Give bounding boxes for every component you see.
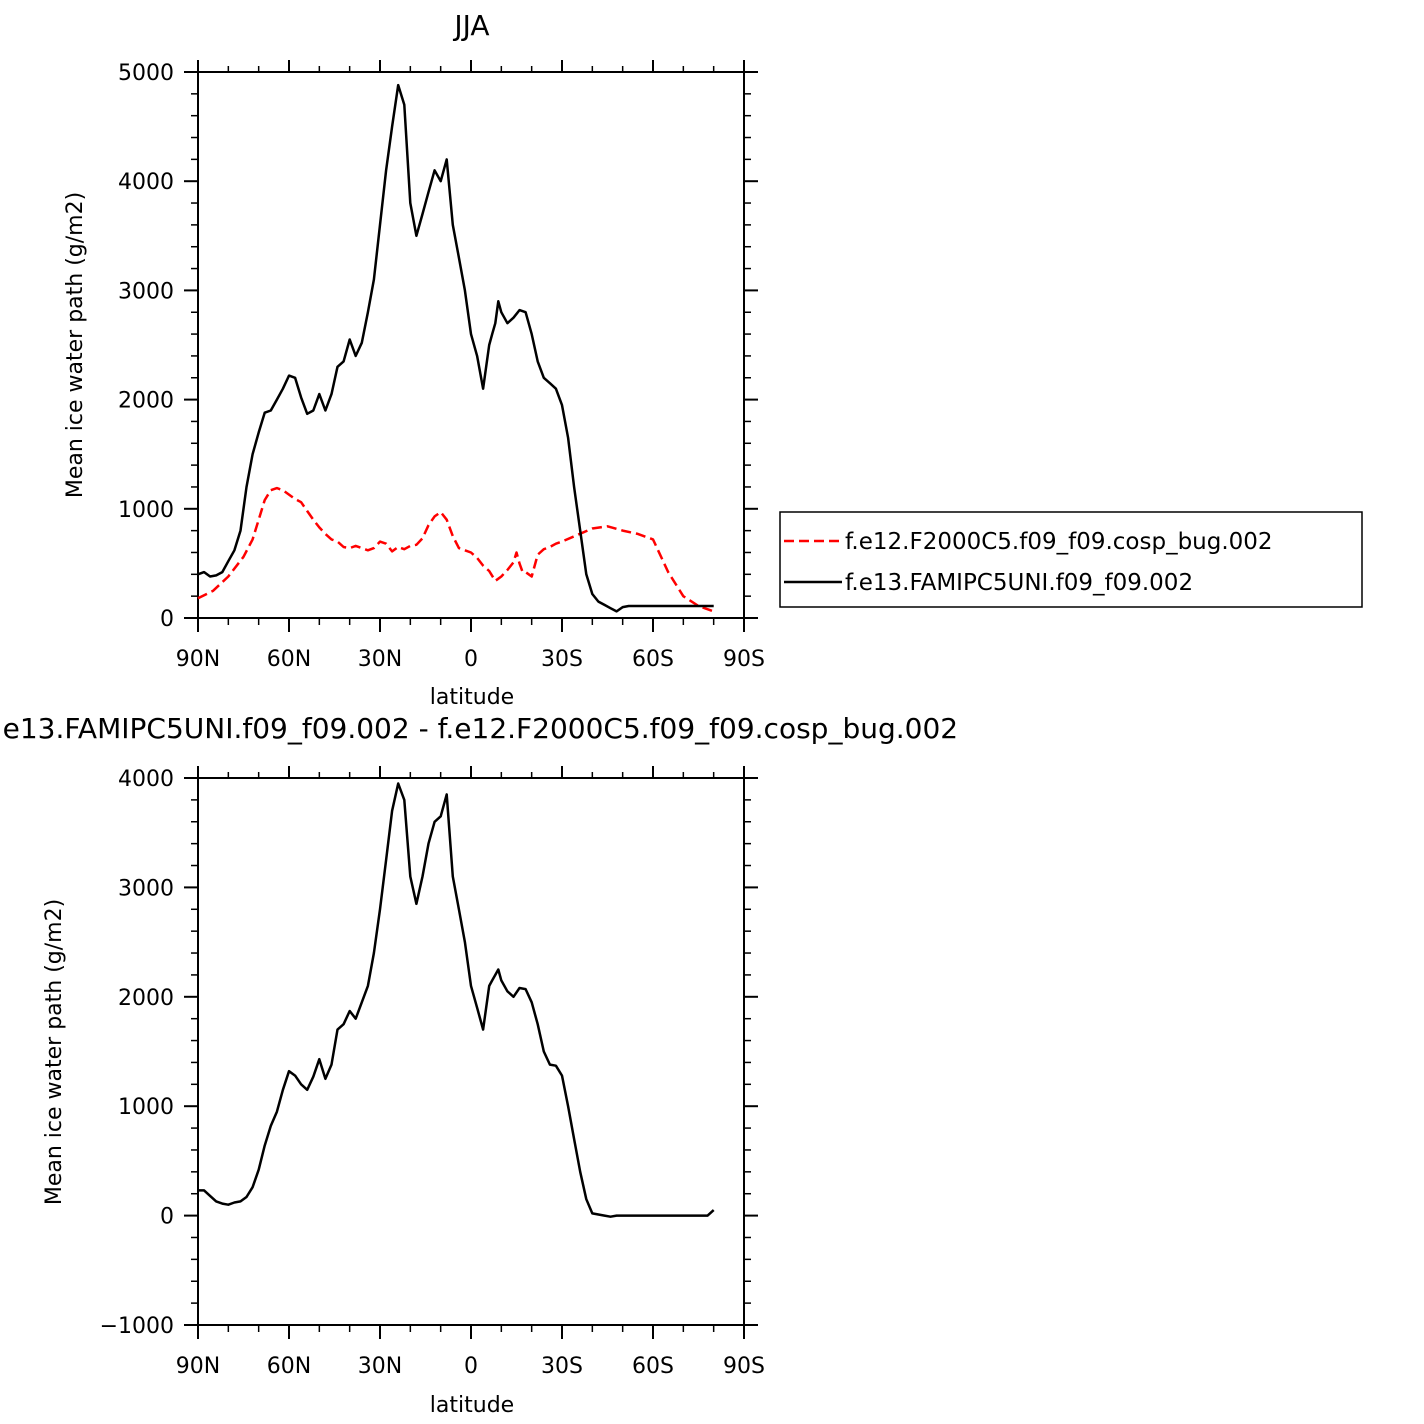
top-chart-x-axis-label: latitude — [430, 685, 514, 710]
legend: f.e12.F2000C5.f09_f09.cosp_bug.002 f.e13… — [779, 511, 1363, 608]
top-chart-x-tick-label: 60S — [632, 647, 674, 672]
bottom-chart-x-tick-label: 60N — [267, 1354, 311, 1379]
bottom-chart-title: f.e13.FAMIPC5UNI.f09_f09.002 - f.e12.F20… — [0, 712, 958, 745]
bottom-chart-x-tick-labels: 90N 60N 30N 0 30S 60S 90S — [176, 1354, 765, 1379]
bottom-chart-series — [198, 782, 715, 1218]
top-chart-series — [197, 83, 715, 613]
bottom-chart-x-tick-label: 30N — [358, 1354, 402, 1379]
top-chart-x-tick-label: 90N — [176, 647, 220, 672]
bottom-chart-x-axis-label: latitude — [430, 1393, 514, 1418]
bottom-chart-x-tick-label: 90S — [723, 1354, 765, 1379]
top-chart-x-tick-label: 0 — [464, 647, 478, 672]
top-chart-x-tick-label: 90S — [723, 647, 765, 672]
top-chart-x-tick-label: 60N — [267, 647, 311, 672]
top-chart-y-tick-label: 0 — [160, 607, 174, 632]
top-chart-title: JJA — [452, 9, 489, 42]
bottom-chart-y-tick-label: 4000 — [118, 767, 174, 792]
bottom-chart-y-axis-label: Mean ice water path (g/m2) — [42, 899, 67, 1205]
top-chart-series-line-2 — [197, 83, 714, 613]
bottom-chart-x-tick-label: 0 — [464, 1354, 478, 1379]
legend-box — [779, 511, 1363, 608]
bottom-chart-y-tick-label: 3000 — [118, 876, 174, 901]
top-chart: JJA 90N 60N 30N 0 30S 60S 90S 0 1000 2000 3000 400… — [63, 9, 1363, 710]
top-chart-y-axis-label: Mean ice water path (g/m2) — [63, 192, 88, 498]
top-chart-y-tick-labels: 0 1000 2000 3000 4000 5000 — [118, 61, 174, 632]
top-chart-series-line-1 — [197, 486, 715, 613]
top-chart-y-tick-label: 3000 — [118, 279, 174, 304]
bottom-chart-y-tick-label: 2000 — [118, 986, 174, 1011]
top-chart-ticks — [184, 60, 758, 632]
bottom-chart-ticks — [184, 766, 758, 1339]
top-chart-y-tick-label: 1000 — [118, 498, 174, 523]
top-chart-y-tick-label: 5000 — [118, 61, 174, 86]
legend-label-series-2: f.e13.FAMIPC5UNI.f09_f09.002 — [845, 570, 1193, 596]
bottom-chart-y-tick-label: 1000 — [118, 1095, 174, 1120]
bottom-chart-y-tick-label: −1000 — [100, 1314, 174, 1339]
top-chart-x-tick-label: 30N — [358, 647, 402, 672]
top-chart-y-tick-label: 4000 — [118, 170, 174, 195]
top-chart-plot-frame — [197, 71, 745, 619]
bottom-chart-x-tick-label: 90N — [176, 1354, 220, 1379]
bottom-chart-y-tick-label: 0 — [160, 1205, 174, 1230]
bottom-chart-series-line-1 — [198, 782, 715, 1218]
bottom-chart-y-tick-labels: −1000 0 1000 2000 3000 4000 — [100, 767, 174, 1339]
top-chart-x-tick-labels: 90N 60N 30N 0 30S 60S 90S — [176, 647, 765, 672]
bottom-chart-x-tick-label: 60S — [632, 1354, 674, 1379]
top-chart-y-tick-label: 2000 — [118, 389, 174, 414]
bottom-chart-x-tick-label: 30S — [541, 1354, 583, 1379]
bottom-chart: f.e13.FAMIPC5UNI.f09_f09.002 - f.e12.F20… — [0, 712, 958, 1418]
bottom-chart-plot-frame — [197, 777, 745, 1326]
top-chart-x-tick-label: 30S — [541, 647, 583, 672]
legend-label-series-1: f.e12.F2000C5.f09_f09.cosp_bug.002 — [845, 529, 1273, 555]
